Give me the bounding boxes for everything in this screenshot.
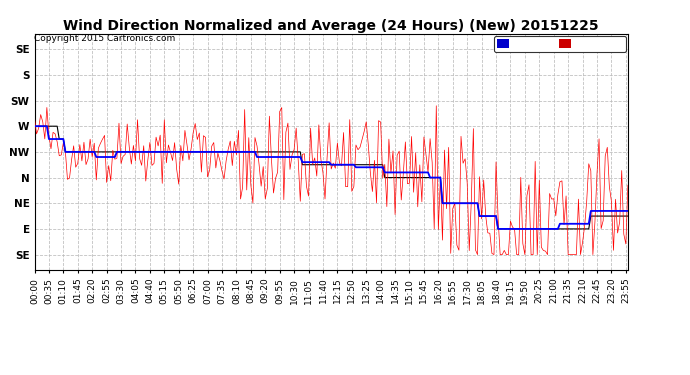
Title: Wind Direction Normalized and Average (24 Hours) (New) 20151225: Wind Direction Normalized and Average (2… <box>63 19 599 33</box>
Legend: Average, Direction: Average, Direction <box>494 36 626 51</box>
Text: Copyright 2015 Cartronics.com: Copyright 2015 Cartronics.com <box>34 34 176 43</box>
